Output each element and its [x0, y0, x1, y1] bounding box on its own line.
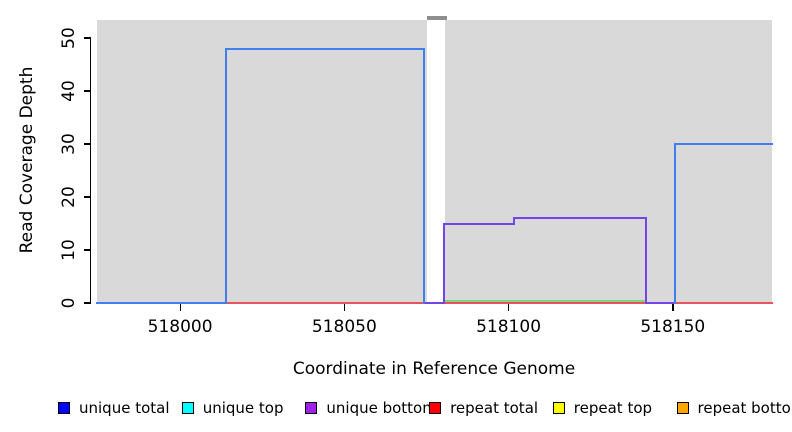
- legend-item-unique-bottom: unique bottom: [305, 398, 437, 417]
- y-tick-label: 10: [59, 239, 79, 261]
- legend-item-repeat-bottom: repeat bottom: [676, 398, 792, 417]
- legend-swatch-unique-total: [58, 401, 70, 414]
- series-segment-unique-bottom: [423, 301, 445, 304]
- legend-label: repeat total: [450, 398, 539, 417]
- shaded-region: [445, 20, 772, 304]
- legend-label: repeat top: [573, 398, 653, 417]
- y-tick-label: 20: [59, 186, 79, 208]
- legend-swatch-repeat-top: [552, 401, 565, 414]
- x-tick-label: 518050: [311, 317, 377, 337]
- series-segment-unique-bottom: [442, 222, 516, 225]
- x-tick: [343, 304, 346, 311]
- series-segment-green-zero-line: [444, 299, 647, 302]
- y-tick: [84, 143, 91, 145]
- legend-item-repeat-top: repeat top: [552, 398, 653, 417]
- x-tick-label: 518150: [640, 317, 706, 337]
- legend-item-unique-top: unique top: [181, 398, 284, 417]
- x-axis-title: Coordinate in Reference Genome: [292, 359, 576, 379]
- y-axis-line: [90, 37, 92, 304]
- offscale-coverage-marker: [427, 16, 448, 20]
- y-axis-title: Read Coverage Depth: [17, 66, 37, 254]
- x-tick: [179, 304, 181, 311]
- y-tick: [84, 37, 91, 39]
- series-segment-unique-total: [225, 47, 228, 304]
- legend-item-repeat-total: repeat total: [429, 398, 539, 417]
- legend-label: repeat bottom: [697, 398, 792, 417]
- y-tick: [84, 90, 91, 92]
- x-tick: [507, 304, 510, 311]
- legend-swatch-unique-top: [181, 401, 194, 414]
- y-tick-label: 0: [59, 297, 79, 309]
- y-tick-label: 40: [59, 80, 79, 102]
- x-tick: [672, 304, 674, 311]
- series-segment-unique-bottom: [513, 217, 516, 225]
- legend-swatch-repeat-bottom: [676, 401, 689, 414]
- x-tick-label: 518100: [476, 317, 542, 337]
- series-segment-unique-total: [674, 143, 677, 304]
- legend-item-unique-total: unique total: [58, 398, 170, 417]
- series-segment-unique-total: [674, 143, 773, 145]
- x-tick-label: 518000: [147, 317, 213, 337]
- legend-label: unique top: [202, 398, 284, 417]
- y-tick: [84, 249, 91, 251]
- series-segment-unique-bottom: [513, 217, 647, 220]
- legend-label: unique bottom: [326, 398, 437, 417]
- y-tick-label: 30: [59, 133, 79, 155]
- series-segment-unique-total: [225, 47, 426, 50]
- y-tick: [84, 196, 91, 198]
- series-segment-unique-bottom: [644, 217, 647, 304]
- legend-swatch-repeat-total: [429, 401, 442, 414]
- series-segment-unique-bottom: [644, 301, 677, 304]
- y-tick-label: 50: [59, 27, 79, 49]
- shaded-region: [97, 20, 428, 304]
- series-segment-unique-total: [96, 302, 228, 304]
- legend-swatch-unique-bottom: [305, 401, 318, 414]
- legend-label: unique total: [79, 398, 170, 417]
- y-tick: [84, 302, 91, 304]
- series-segment-unique-total: [423, 47, 426, 304]
- series-segment-unique-bottom: [442, 222, 445, 304]
